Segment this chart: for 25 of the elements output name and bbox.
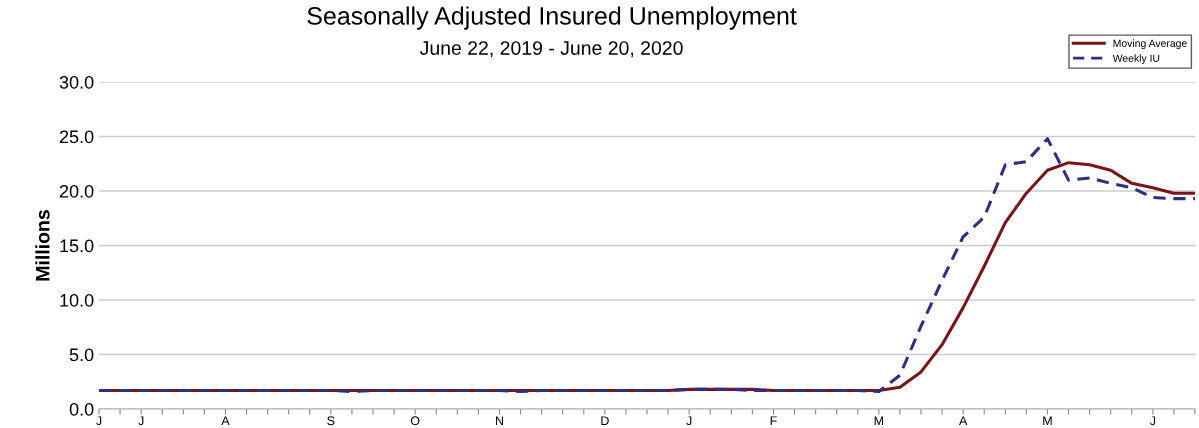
x-tick-label: A (959, 416, 968, 425)
x-tick-label: J (1149, 416, 1156, 426)
x-tick-label: F (770, 416, 777, 425)
y-tick-label: 0.0 (69, 402, 94, 416)
legend-label: Weekly IU (1112, 54, 1160, 64)
y-tick-label: 30.0 (59, 75, 94, 89)
y-tick-label: 20.0 (59, 184, 94, 198)
x-tick-label: D (601, 416, 609, 425)
y-tick-label: 5.0 (69, 348, 94, 362)
chart-subtitle: June 22, 2019 - June 20, 2020 (419, 41, 683, 58)
legend-label: Moving Average (1113, 39, 1187, 50)
x-tick-label: M (1043, 416, 1052, 425)
y-tick-label: 10.0 (60, 293, 94, 307)
chart-title: Seasonally Adjusted Insured Unemployment (307, 6, 797, 30)
y-tick-label: 15.0 (60, 239, 94, 253)
x-tick-label: J (686, 416, 692, 426)
x-tick-label: N (495, 416, 503, 425)
y-tick-label: 25.0 (59, 130, 94, 144)
x-tick-label: A (221, 416, 230, 425)
x-tick-label: O (410, 416, 420, 426)
x-tick-label: S (327, 416, 335, 426)
x-tick-label: J (96, 416, 102, 426)
x-tick-label: M (874, 416, 884, 425)
x-tick-label: J (138, 416, 144, 426)
y-axis-title: Millions (35, 210, 50, 281)
